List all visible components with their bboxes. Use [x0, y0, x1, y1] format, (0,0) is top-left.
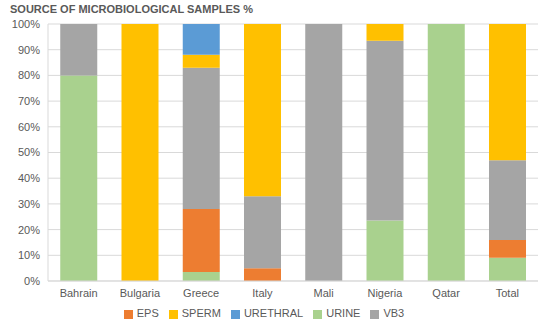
svg-text:30%: 30% [18, 198, 40, 210]
svg-text:20%: 20% [18, 224, 40, 236]
svg-text:80%: 80% [18, 69, 40, 81]
svg-text:10%: 10% [18, 249, 40, 261]
html-text:EPS: EPS [136, 307, 159, 319]
svg-text:70%: 70% [18, 95, 40, 107]
svg-text:Greece: Greece [183, 287, 219, 299]
svg-text:Bahrain: Bahrain [60, 287, 98, 299]
svg-text:Italy: Italy [252, 287, 273, 299]
svg-text:40%: 40% [18, 172, 40, 184]
html-text:SOURCE OF MICROBIOLOGICAL SAMP: SOURCE OF MICROBIOLOGICAL SAMPLES % [10, 3, 253, 15]
html-text:URETHRAL: URETHRAL [243, 307, 304, 319]
svg-text:90%: 90% [18, 44, 40, 56]
svg-text:Nigeria: Nigeria [367, 287, 403, 299]
svg-text:Total: Total [496, 287, 519, 299]
svg-text:100%: 100% [12, 18, 40, 30]
svg-text:50%: 50% [18, 146, 40, 158]
svg-text:0%: 0% [24, 275, 40, 287]
html-text:URINE: URINE [326, 307, 361, 319]
svg-text:60%: 60% [18, 121, 40, 133]
svg-text:Qatar: Qatar [432, 287, 460, 299]
svg-text:Bulgaria: Bulgaria [120, 287, 161, 299]
svg-text:Mali: Mali [314, 287, 334, 299]
html-text:SPERM: SPERM [181, 307, 221, 319]
html-text:VB3: VB3 [383, 307, 405, 319]
